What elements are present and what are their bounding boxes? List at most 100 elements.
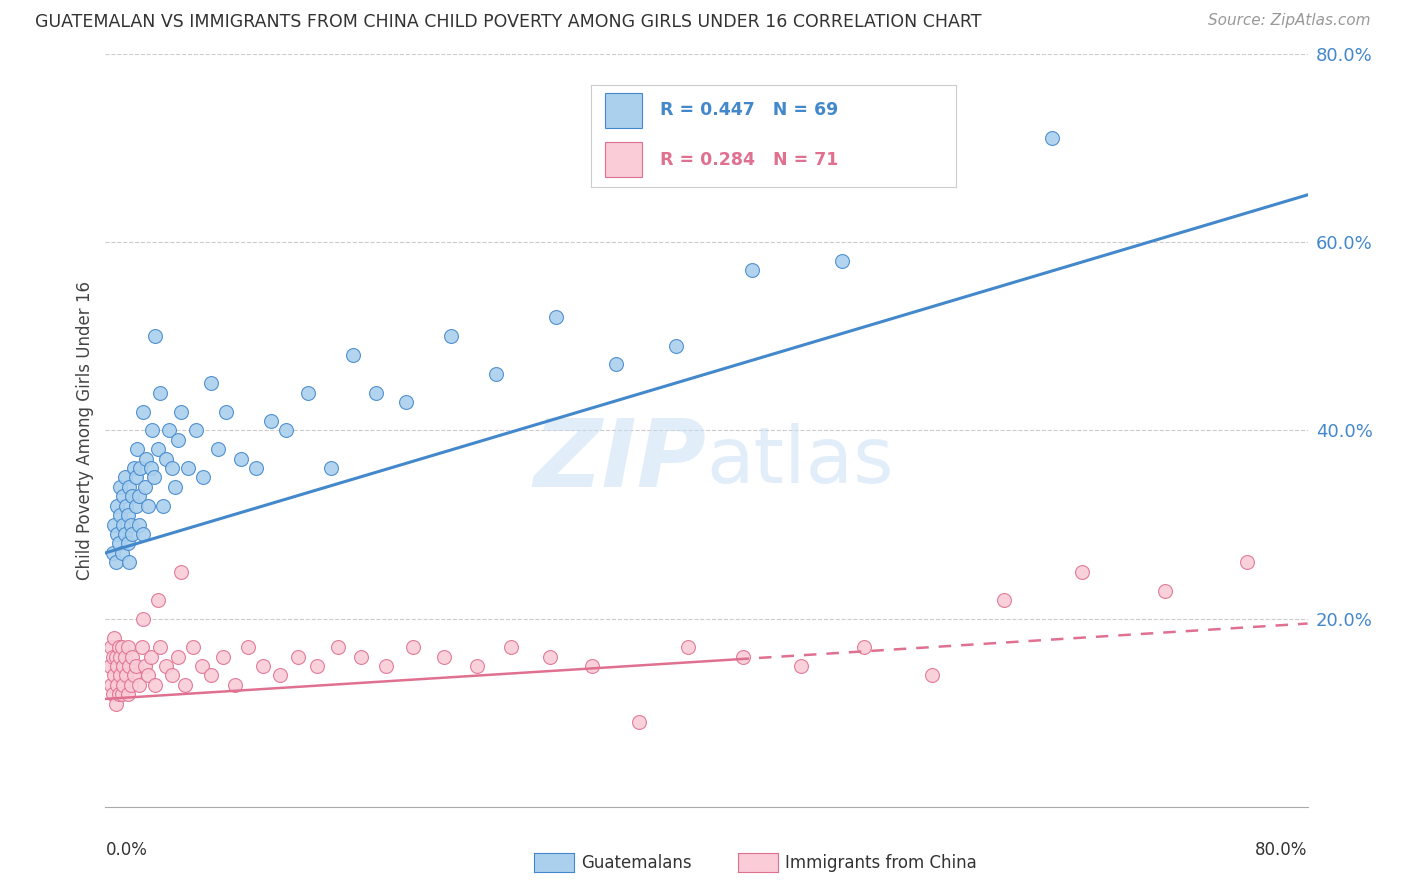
- Point: [678, 640, 700, 654]
- Bar: [605, 142, 641, 177]
- Point: [134, 480, 156, 494]
- Point: [135, 451, 157, 466]
- Text: R = 0.447   N = 69: R = 0.447 N = 69: [659, 102, 838, 120]
- Point: [200, 668, 222, 682]
- Point: [101, 649, 124, 664]
- Point: [136, 499, 159, 513]
- Text: 0.0%: 0.0%: [105, 841, 148, 859]
- Point: [98, 659, 121, 673]
- Point: [131, 640, 153, 654]
- Point: [169, 565, 191, 579]
- Y-axis label: Child Poverty Among Girls Under 16: Child Poverty Among Girls Under 16: [76, 281, 94, 580]
- Point: [166, 649, 188, 664]
- Point: [118, 555, 141, 569]
- Point: [143, 678, 166, 692]
- Point: [132, 527, 155, 541]
- Point: [741, 263, 763, 277]
- Text: 80.0%: 80.0%: [1256, 841, 1308, 859]
- Point: [132, 404, 155, 418]
- Point: [350, 649, 373, 664]
- Point: [166, 433, 188, 447]
- Point: [124, 499, 146, 513]
- Point: [118, 659, 141, 673]
- Point: [112, 517, 135, 532]
- Point: [297, 385, 319, 400]
- Point: [121, 649, 143, 664]
- Point: [111, 546, 134, 560]
- Point: [107, 659, 129, 673]
- Text: GUATEMALAN VS IMMIGRANTS FROM CHINA CHILD POVERTY AMONG GIRLS UNDER 16 CORRELATI: GUATEMALAN VS IMMIGRANTS FROM CHINA CHIL…: [35, 13, 981, 31]
- Point: [245, 461, 267, 475]
- Point: [136, 668, 159, 682]
- Point: [148, 385, 170, 400]
- Point: [115, 499, 138, 513]
- Point: [134, 659, 156, 673]
- Point: [117, 687, 139, 701]
- Point: [122, 461, 145, 475]
- Point: [375, 659, 398, 673]
- Point: [146, 593, 169, 607]
- Text: Immigrants from China: Immigrants from China: [785, 854, 976, 871]
- Point: [132, 612, 155, 626]
- Point: [112, 678, 135, 692]
- Point: [124, 659, 146, 673]
- Point: [790, 659, 813, 673]
- Point: [501, 640, 523, 654]
- Text: Source: ZipAtlas.com: Source: ZipAtlas.com: [1208, 13, 1371, 29]
- Point: [129, 461, 152, 475]
- Point: [107, 678, 129, 692]
- Point: [146, 442, 169, 457]
- Point: [114, 527, 136, 541]
- Point: [124, 470, 146, 484]
- Point: [118, 480, 141, 494]
- Point: [1071, 565, 1094, 579]
- Point: [121, 489, 143, 503]
- Point: [101, 546, 124, 560]
- Point: [364, 385, 387, 400]
- Point: [103, 517, 125, 532]
- Point: [440, 329, 463, 343]
- Point: [665, 338, 688, 352]
- Point: [117, 640, 139, 654]
- Point: [342, 348, 364, 362]
- Point: [103, 631, 125, 645]
- Text: R = 0.284   N = 71: R = 0.284 N = 71: [659, 151, 838, 169]
- Point: [402, 640, 425, 654]
- Point: [122, 668, 145, 682]
- Bar: [605, 93, 641, 128]
- Point: [128, 517, 150, 532]
- Point: [538, 649, 561, 664]
- Point: [114, 649, 136, 664]
- Point: [110, 649, 132, 664]
- Point: [831, 253, 853, 268]
- Point: [143, 329, 166, 343]
- Point: [252, 659, 274, 673]
- Point: [120, 517, 142, 532]
- Point: [142, 470, 165, 484]
- Point: [107, 499, 129, 513]
- Point: [307, 659, 329, 673]
- Point: [177, 461, 200, 475]
- Point: [214, 404, 236, 418]
- Point: [111, 640, 134, 654]
- Point: [100, 678, 122, 692]
- Point: [120, 678, 142, 692]
- Point: [260, 414, 283, 428]
- Point: [319, 461, 342, 475]
- Point: [110, 668, 132, 682]
- Text: ZIP: ZIP: [534, 415, 707, 507]
- Point: [1236, 555, 1258, 569]
- Point: [125, 442, 148, 457]
- Point: [160, 461, 183, 475]
- Point: [155, 451, 177, 466]
- Point: [238, 640, 260, 654]
- Point: [104, 649, 127, 664]
- Point: [190, 659, 212, 673]
- Point: [169, 404, 191, 418]
- Point: [107, 527, 129, 541]
- Point: [108, 640, 131, 654]
- Point: [1040, 131, 1063, 145]
- Point: [141, 424, 163, 438]
- Point: [112, 659, 135, 673]
- Point: [605, 358, 627, 372]
